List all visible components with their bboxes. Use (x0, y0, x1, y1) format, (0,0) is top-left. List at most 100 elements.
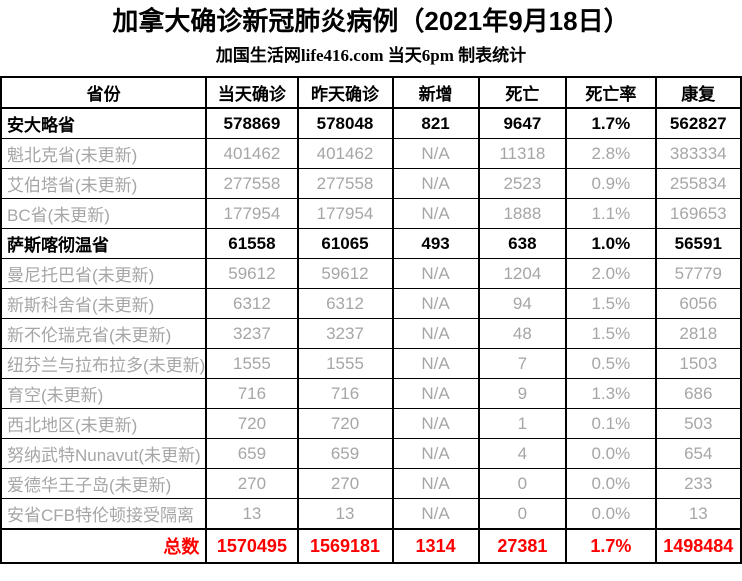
table-row: 爱德华王子岛(未更新) 270 270 N/A 0 0.0% 233 (0, 468, 742, 499)
value-cell: 716 (296, 378, 394, 409)
value-cell: 716 (205, 378, 299, 409)
value-cell: 59612 (296, 258, 394, 289)
province-cell: 新不伦瑞克省(未更新) (0, 318, 208, 349)
province-cell: BC省(未更新) (0, 198, 208, 229)
value-cell: N/A (391, 288, 480, 319)
value-cell: 638 (477, 228, 568, 259)
value-cell: 94 (477, 288, 568, 319)
value-cell: 57779 (654, 258, 742, 289)
value-cell: 503 (654, 408, 742, 439)
province-cell: 爱德华王子岛(未更新) (0, 468, 208, 499)
value-cell: 277558 (205, 168, 299, 199)
table-row: 曼尼托巴省(未更新) 59612 59612 N/A 1204 2.0% 57779 (0, 258, 742, 289)
header-cell: 省份 (0, 76, 208, 109)
province-cell: 萨斯喀彻温省 (0, 228, 208, 259)
value-cell: N/A (391, 318, 480, 349)
value-cell: 7 (477, 348, 568, 379)
value-cell: 2818 (654, 318, 742, 349)
value-cell: 13 (296, 498, 394, 530)
province-cell: 育空(未更新) (0, 378, 208, 409)
province-cell: 新斯科舍省(未更新) (0, 288, 208, 319)
value-cell: 0.0% (565, 468, 657, 499)
value-cell: 0.1% (565, 408, 657, 439)
value-cell: N/A (391, 258, 480, 289)
value-cell: 2.8% (565, 138, 657, 169)
header-cell: 死亡 (477, 76, 568, 109)
value-cell: 821 (391, 107, 480, 139)
value-cell: 0 (477, 498, 568, 530)
value-cell: 59612 (205, 258, 299, 289)
table-body: 安大略省 578869 578048 821 9647 1.7% 562827 魁北克省(未更… (0, 107, 742, 564)
value-cell: 48 (477, 318, 568, 349)
value-cell: 654 (654, 438, 742, 469)
province-cell: 魁北克省(未更新) (0, 138, 208, 169)
value-cell: 1.1% (565, 198, 657, 229)
value-cell: 1570495 (205, 528, 299, 564)
value-cell: 0 (477, 468, 568, 499)
value-cell: 3237 (296, 318, 394, 349)
value-cell: 277558 (296, 168, 394, 199)
table-row: 萨斯喀彻温省 61558 61065 493 638 1.0% 56591 (0, 228, 742, 259)
value-cell: 686 (654, 378, 742, 409)
value-cell: 383334 (654, 138, 742, 169)
value-cell: 6056 (654, 288, 742, 319)
value-cell: 1.7% (565, 107, 657, 139)
value-cell: N/A (391, 468, 480, 499)
value-cell: 177954 (205, 198, 299, 229)
table-row: 新斯科舍省(未更新) 6312 6312 N/A 94 1.5% 6056 (0, 288, 742, 319)
header-cell: 昨天确诊 (296, 76, 394, 109)
province-cell: 安省CFB特伦顿接受隔离 (0, 498, 208, 530)
value-cell: 401462 (296, 138, 394, 169)
value-cell: 1888 (477, 198, 568, 229)
header-row: 省份 当天确诊 昨天确诊 新增 死亡 死亡率 康复 (0, 76, 742, 109)
value-cell: 169653 (654, 198, 742, 229)
value-cell: 0.0% (565, 438, 657, 469)
table-row: 纽芬兰与拉布拉多(未更新) 1555 1555 N/A 7 0.5% 1503 (0, 348, 742, 379)
value-cell: 1.3% (565, 378, 657, 409)
header-cell: 康复 (654, 76, 742, 109)
value-cell: 0.5% (565, 348, 657, 379)
value-cell: 270 (205, 468, 299, 499)
table-row: 安省CFB特伦顿接受隔离 13 13 N/A 0 0.0% 13 (0, 498, 742, 530)
value-cell: 2523 (477, 168, 568, 199)
value-cell: 3237 (205, 318, 299, 349)
value-cell: 270 (296, 468, 394, 499)
value-cell: 720 (205, 408, 299, 439)
value-cell: N/A (391, 168, 480, 199)
value-cell: 61558 (205, 228, 299, 259)
province-cell: 西北地区(未更新) (0, 408, 208, 439)
value-cell: 578048 (296, 107, 394, 139)
value-cell: N/A (391, 198, 480, 229)
value-cell: 1204 (477, 258, 568, 289)
value-cell: 2.0% (565, 258, 657, 289)
table-row: 安大略省 578869 578048 821 9647 1.7% 562827 (0, 107, 742, 139)
value-cell: 6312 (296, 288, 394, 319)
province-cell: 纽芬兰与拉布拉多(未更新) (0, 348, 208, 379)
value-cell: 578869 (205, 107, 299, 139)
value-cell: 27381 (477, 528, 568, 564)
covid-table: 省份 当天确诊 昨天确诊 新增 死亡 死亡率 康复 安大略省 578869 578048 821 9… (0, 76, 742, 564)
table-row: 努纳武特Nunavut(未更新) 659 659 N/A 4 0.0% 654 (0, 438, 742, 469)
value-cell: 1555 (296, 348, 394, 379)
value-cell: 177954 (296, 198, 394, 229)
value-cell: 255834 (654, 168, 742, 199)
province-cell: 艾伯塔省(未更新) (0, 168, 208, 199)
value-cell: N/A (391, 438, 480, 469)
value-cell: N/A (391, 138, 480, 169)
page-subtitle: 加国生活网life416.com 当天6pm 制表统计 (215, 46, 527, 65)
value-cell: 6312 (205, 288, 299, 319)
header-cell: 死亡率 (565, 76, 657, 109)
value-cell: 0.9% (565, 168, 657, 199)
province-cell: 总数 (0, 528, 208, 564)
value-cell: 0.0% (565, 498, 657, 530)
value-cell: 1569181 (296, 528, 394, 564)
value-cell: 1.7% (565, 528, 657, 564)
province-cell: 努纳武特Nunavut(未更新) (0, 438, 208, 469)
value-cell: 1 (477, 408, 568, 439)
value-cell: 1314 (391, 528, 480, 564)
value-cell: 9 (477, 378, 568, 409)
value-cell: N/A (391, 348, 480, 379)
value-cell: 13 (654, 498, 742, 530)
table-row: 艾伯塔省(未更新) 277558 277558 N/A 2523 0.9% 255834 (0, 168, 742, 199)
value-cell: 233 (654, 468, 742, 499)
